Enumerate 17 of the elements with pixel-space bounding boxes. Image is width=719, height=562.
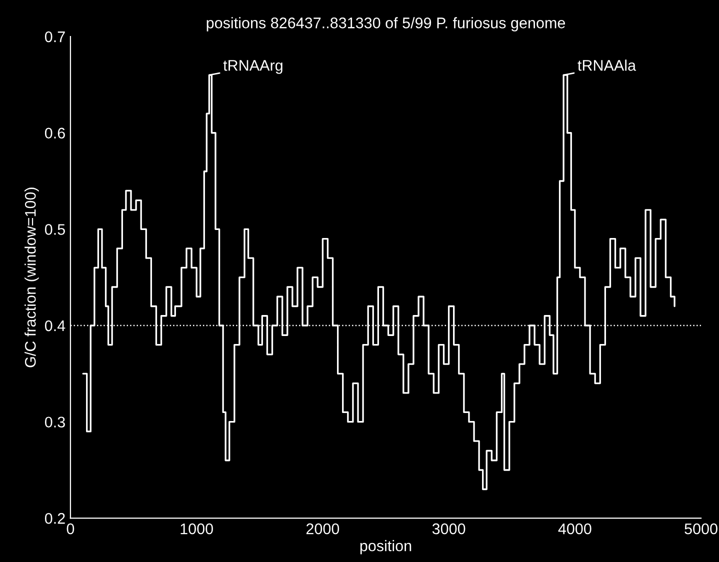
y-tick-label: 0.3 xyxy=(44,416,65,428)
y-axis-title: G/C fraction (window=100) xyxy=(24,188,39,368)
chart-title: positions 826437..831330 of 5/99 P. furiosus genome xyxy=(206,17,566,32)
x-tick-label: 4000 xyxy=(558,523,592,534)
y-tick-label: 0.2 xyxy=(44,513,65,524)
y-tick-label: 0.6 xyxy=(44,128,65,139)
x-tick-label: 0 xyxy=(66,523,74,534)
x-tick-label: 3000 xyxy=(432,523,466,534)
y-tick-label: 0.5 xyxy=(44,224,65,235)
x-tick-label: 2000 xyxy=(306,523,340,534)
annotation: tRNAArg xyxy=(223,60,282,74)
y-tick-label: 0.7 xyxy=(44,31,65,42)
x-axis-title: position xyxy=(360,540,412,554)
x-tick-label: 5000 xyxy=(684,523,718,534)
y-tick-label: 0.4 xyxy=(44,320,66,332)
x-tick-label: 1000 xyxy=(180,523,213,534)
annotation: tRNAAla xyxy=(578,60,636,71)
